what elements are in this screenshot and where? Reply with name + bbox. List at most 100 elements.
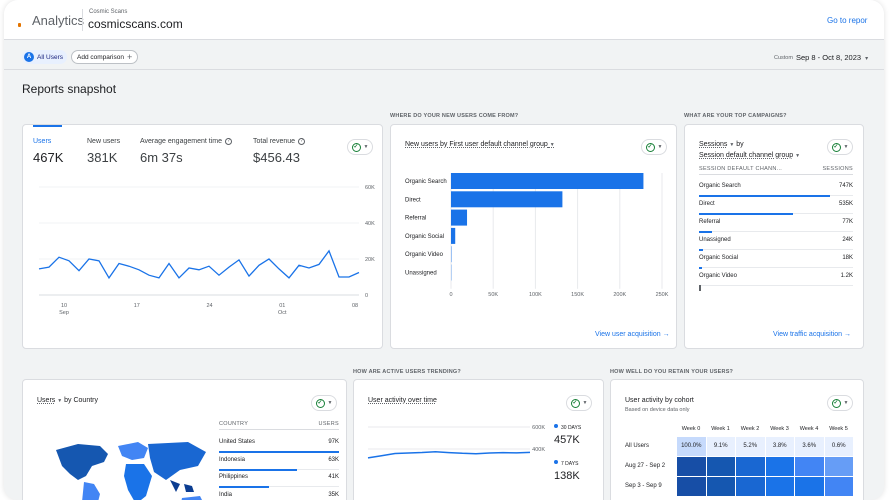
metric-total-revenue[interactable]: Total revenue? $456.43	[253, 138, 306, 165]
compare-status-button[interactable]: ✓ ▼	[827, 139, 853, 155]
row-value: 1.2K	[840, 273, 853, 279]
cohort-cell[interactable]: 100.0%	[677, 437, 706, 456]
cohort-cell[interactable]: 3.8%	[765, 437, 794, 456]
row-bar-track	[699, 267, 853, 268]
link-text: View user acquisition	[595, 331, 661, 338]
divider	[82, 9, 83, 31]
users-series-line	[38, 249, 360, 280]
metric-users[interactable]: Users 467K	[33, 138, 63, 165]
cohort-cell[interactable]: 5.2%	[736, 437, 765, 456]
cohort-cell[interactable]	[736, 477, 765, 496]
cohort-cell[interactable]	[677, 477, 706, 496]
cohort-cell[interactable]	[677, 457, 706, 476]
check-circle-icon: ✓	[351, 142, 361, 152]
compare-status-button[interactable]: ✓ ▼	[641, 139, 667, 155]
cohort-row-label: Sep 3 - Sep 9	[625, 483, 662, 489]
view-traffic-acquisition-link[interactable]: View traffic acquisition →	[773, 331, 851, 338]
table-row[interactable]: Organic Video 1.2K	[699, 273, 853, 287]
cohort-cell[interactable]	[706, 477, 735, 496]
chevron-down-icon: ▾	[865, 56, 869, 62]
row-name: Direct	[699, 201, 715, 207]
table-row[interactable]: Direct 535K	[699, 201, 853, 215]
bar	[451, 191, 563, 208]
x-tick-label: 250K	[656, 292, 669, 298]
row-name: India	[219, 491, 233, 498]
check-circle-icon: ✓	[315, 398, 325, 408]
row-value: 747K	[838, 183, 853, 189]
bar	[451, 227, 456, 244]
metric-label: Total revenue	[253, 138, 296, 145]
row-bar	[219, 451, 339, 453]
table-row[interactable]: India 35K	[219, 492, 339, 500]
row-bar-track	[219, 486, 339, 487]
campaigns-title-line1[interactable]: Sessions ▼ by	[699, 141, 744, 148]
account-label[interactable]: Cosmic Scans	[89, 9, 128, 15]
chevron-down-icon: ▼	[795, 153, 801, 159]
x-tick-label: 0	[449, 292, 452, 298]
cohort-card: User activity by cohort Based on device …	[610, 379, 864, 500]
cohort-week-header: Week 4	[799, 426, 819, 432]
analytics-logo-icon[interactable]	[18, 13, 28, 27]
help-icon[interactable]: ?	[298, 138, 306, 145]
row-value: 97K	[328, 439, 339, 445]
chevron-down-icon: ▼	[843, 400, 849, 406]
legend-7-days: 7 DAYS 138K	[554, 460, 580, 482]
x-tick-label: 100K	[529, 292, 542, 298]
compare-status-button[interactable]: ✓ ▼	[347, 139, 373, 155]
cohort-cell[interactable]: 9.1%	[706, 437, 735, 456]
acquisition-title-text: New users by First user default channel …	[405, 141, 548, 148]
cohort-cell[interactable]: 3.6%	[795, 437, 824, 456]
row-bar-track	[699, 285, 853, 286]
compare-status-button[interactable]: ✓ ▼	[827, 395, 853, 411]
cohort-cell[interactable]	[736, 457, 765, 476]
table-row[interactable]: Organic Search 747K	[699, 183, 853, 197]
cohort-cell[interactable]: 0.6%	[824, 437, 853, 456]
all-users-chip[interactable]: A All Users	[22, 50, 68, 64]
metric-label: Users	[33, 138, 52, 145]
metric-label: Average engagement time	[140, 138, 222, 145]
world-map[interactable]	[48, 436, 208, 500]
cohort-cell[interactable]	[795, 477, 824, 496]
go-to-report-link[interactable]: Go to repor	[827, 16, 868, 25]
cohort-cell[interactable]	[795, 457, 824, 476]
country-card-title[interactable]: Users ▼ by Country	[37, 397, 98, 404]
cohort-cell[interactable]	[765, 477, 794, 496]
compare-status-button[interactable]: ✓ ▼	[311, 395, 337, 411]
scrollbar[interactable]	[699, 285, 701, 291]
property-selector[interactable]: cosmicscans.com	[88, 17, 183, 31]
cohort-cell[interactable]	[765, 457, 794, 476]
cohort-cell[interactable]	[824, 457, 853, 476]
table-row[interactable]: Unassigned 24K	[699, 237, 853, 251]
app-name[interactable]: Analytics	[32, 13, 85, 28]
date-custom-label: Custom	[774, 55, 793, 61]
divider	[4, 69, 884, 70]
bar-category-label: Unassigned	[405, 271, 437, 277]
metric-selector: Users	[37, 397, 56, 404]
table-row[interactable]: Referral 77K	[699, 219, 853, 233]
compare-status-button[interactable]: ✓ ▼	[566, 395, 592, 411]
cohort-week-header: Week 0	[681, 426, 701, 432]
section-retain-label: HOW WELL DO YOU RETAIN YOUR USERS?	[610, 369, 734, 375]
bar-category-label: Organic Social	[405, 234, 444, 240]
cohort-cell[interactable]	[706, 457, 735, 476]
table-row[interactable]: Organic Social 18K	[699, 255, 853, 269]
legend-value: 138K	[554, 470, 580, 482]
y-tick-label: 400K	[532, 447, 545, 453]
view-user-acquisition-link[interactable]: View user acquisition →	[595, 331, 670, 338]
metric-engagement-time[interactable]: Average engagement time? 6m 37s	[140, 138, 232, 165]
chevron-down-icon: ▼	[57, 398, 63, 404]
add-comparison-label: Add comparison	[77, 53, 124, 61]
table-row[interactable]: Philippines 41K	[219, 474, 339, 488]
campaigns-title-line2[interactable]: Session default channel group ▼	[699, 152, 800, 159]
date-range-picker[interactable]: Sep 8 - Oct 8, 2023 ▾	[796, 53, 868, 62]
table-row[interactable]: United States 97K	[219, 439, 339, 453]
row-bar	[699, 195, 830, 197]
help-icon[interactable]: ?	[224, 138, 232, 145]
table-row[interactable]: Indonesia 63K	[219, 457, 339, 471]
metric-new-users[interactable]: New users 381K	[87, 138, 120, 165]
cohort-cell[interactable]	[824, 477, 853, 496]
acquisition-card-title[interactable]: New users by First user default channel …	[405, 141, 555, 148]
add-comparison-button[interactable]: Add comparison +	[71, 50, 139, 64]
row-value: 18K	[842, 255, 853, 261]
